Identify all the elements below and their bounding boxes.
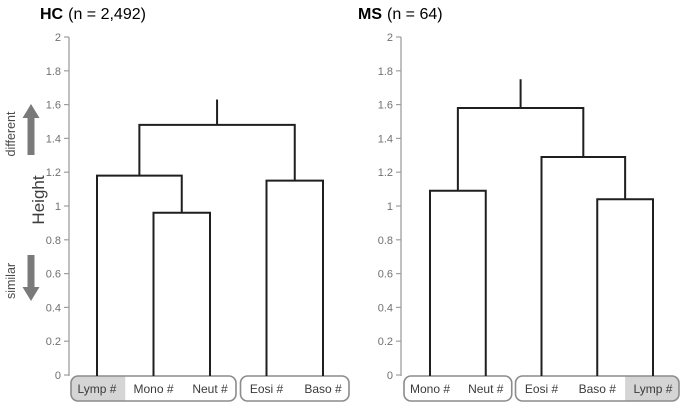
y-tick-label: 2 <box>55 32 61 44</box>
y-tick-label: 1.8 <box>46 66 61 78</box>
y-tick-label: 0.4 <box>378 302 393 314</box>
y-tick-label: 0.4 <box>46 302 61 314</box>
similar-annotation-label: similar <box>4 263 18 299</box>
leaf-label: Neut # <box>192 382 228 396</box>
leaf-label: Mono # <box>410 382 450 396</box>
y-tick-label: 0 <box>387 370 393 382</box>
y-tick-label: 1 <box>55 201 61 213</box>
leaf-label: Lymp # <box>634 382 673 396</box>
leaf-label: Baso # <box>304 382 342 396</box>
leaf-label: Baso # <box>579 382 617 396</box>
dendrogram-merge <box>152 211 211 376</box>
panel-title-ms: MS (n = 64) <box>358 6 443 23</box>
leaf-label: Eosi # <box>525 382 559 396</box>
panel-title-ms-n: (n = 64) <box>387 6 443 23</box>
y-tick-label: 1 <box>387 201 393 213</box>
panel-title-hc-group: HC <box>40 6 64 23</box>
y-tick-label: 2 <box>387 32 393 44</box>
highlighted-leaf-cell <box>71 376 126 401</box>
dendrogram-merge <box>540 155 627 376</box>
leaf-group-box <box>403 375 513 402</box>
y-tick-label: 1.2 <box>378 167 393 179</box>
y-tick-label: 0 <box>55 370 61 382</box>
dendrogram-panel-hc: 2 1.8 1.6 1.4 1.2 1 0.8 0.6 0.4 0.2 0 Lymp # Mono # N… <box>46 32 350 402</box>
y-tick-label: 0.2 <box>46 336 61 348</box>
panel-title-hc-n: (n = 2,492) <box>68 6 146 23</box>
y-tick-label: 1.6 <box>378 100 393 112</box>
dendrogram-merge <box>96 174 183 376</box>
y-tick-label: 1.4 <box>46 133 61 145</box>
y-tick-label: 1.4 <box>378 133 393 145</box>
leaf-label: Mono # <box>133 382 173 396</box>
dendrogram-panel-ms: 2 1.8 1.6 1.4 1.2 1 0.8 0.6 0.4 0.2 0 Mono # Neut # E… <box>378 32 680 402</box>
highlighted-leaf-cell <box>625 376 679 401</box>
dendrogram-merge <box>138 123 296 181</box>
y-tick-label: 0.6 <box>378 269 393 281</box>
leaf-label: Neut # <box>468 382 504 396</box>
y-tick-label: 1.6 <box>46 100 61 112</box>
y-tick-label: 0.8 <box>46 235 61 247</box>
y-tick-label: 1.8 <box>378 66 393 78</box>
leaf-group-box <box>239 375 350 402</box>
height-axis-label: Height <box>29 175 48 224</box>
panel-title-ms-group: MS <box>358 6 382 23</box>
different-annotation-label: different <box>4 111 18 156</box>
dendrogram-merge <box>429 189 487 376</box>
leaf-label: Lymp # <box>78 382 117 396</box>
y-tick-label: 1.2 <box>46 167 61 179</box>
arrow-up-icon <box>22 104 40 155</box>
dendrogram-merge <box>265 179 324 376</box>
y-tick-label: 0.6 <box>46 269 61 281</box>
dendrogram-merge <box>456 106 585 191</box>
y-tick-label: 0.8 <box>378 235 393 247</box>
dendrogram-merge <box>596 198 654 376</box>
panels-layer: 2 1.8 1.6 1.4 1.2 1 0.8 0.6 0.4 0.2 0 Lymp # Mono # N… <box>46 32 680 402</box>
arrow-down-icon <box>22 255 40 301</box>
leaf-label: Eosi # <box>250 382 284 396</box>
panel-title-hc: HC (n = 2,492) <box>40 6 146 23</box>
y-tick-label: 0.2 <box>378 336 393 348</box>
